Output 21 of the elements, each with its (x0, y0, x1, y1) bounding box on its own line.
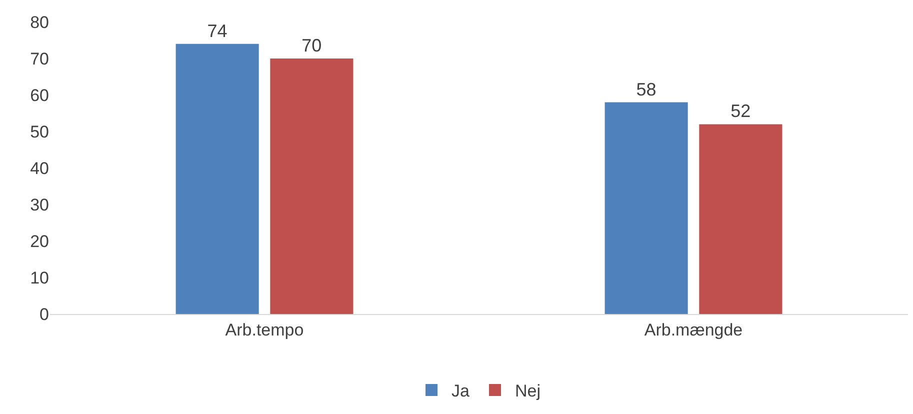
legend-label: Ja (452, 382, 470, 401)
data-label: 52 (730, 101, 751, 122)
y-tick-label: 30 (30, 195, 49, 214)
y-tick-label: 10 (30, 268, 49, 288)
y-tick-label: 70 (30, 49, 49, 68)
bar (270, 58, 354, 314)
data-label: 70 (302, 36, 322, 56)
bar (604, 102, 688, 314)
bar (699, 124, 782, 314)
data-label: 58 (636, 79, 656, 100)
bar (176, 44, 259, 314)
legend-label: Nej (515, 382, 541, 401)
x-tick-label: Arb.tempo (225, 320, 304, 340)
data-label: 74 (207, 20, 228, 41)
y-tick-label: 50 (30, 122, 49, 142)
y-tick-label: 20 (30, 232, 49, 251)
y-tick-label: 80 (30, 12, 49, 32)
x-tick-label: Arb.mængde (644, 320, 743, 340)
y-tick-label: 0 (40, 304, 49, 324)
y-tick-label: 60 (30, 86, 49, 105)
y-tick-label: 40 (30, 158, 49, 178)
